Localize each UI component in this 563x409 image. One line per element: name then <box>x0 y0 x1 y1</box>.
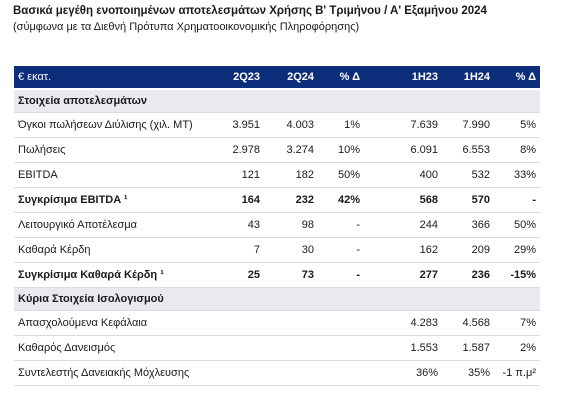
column-header: 2Q23 <box>212 66 264 90</box>
value-cell: 29% <box>494 237 540 263</box>
value-cell: 164 <box>212 187 264 213</box>
value-cell: - <box>318 262 364 288</box>
value-cell: 400 <box>364 162 442 188</box>
value-cell: - <box>318 212 364 238</box>
row-label: Καθαρά Κέρδη <box>14 237 212 263</box>
value-cell: 6.091 <box>364 137 442 163</box>
table-row: Όγκοι πωλήσεων Διύλισης (χιλ. ΜΤ) 3.951 4.… <box>14 112 540 138</box>
value-cell: - <box>494 187 540 213</box>
table-row: Συγκρίσιμα Καθαρά Κέρδη ¹ 25 73-277 236 -15% <box>14 262 540 288</box>
header-row: € εκατ. 2Q23 2Q24% Δ 1H23 1H24% Δ <box>14 66 540 90</box>
value-cell: -15% <box>494 262 540 288</box>
value-cell: 162 <box>364 237 442 263</box>
value-cell: 10% <box>318 137 364 163</box>
section-label: Στοιχεία αποτελεσμάτων <box>14 89 540 113</box>
empty-cell <box>264 310 318 336</box>
empty-cell <box>212 360 264 386</box>
value-cell: 50% <box>494 212 540 238</box>
value-cell: 7.990 <box>442 112 494 138</box>
value-cell: 366 <box>442 212 494 238</box>
value-cell: - <box>318 237 364 263</box>
value-cell: 6.553 <box>442 137 494 163</box>
row-label: Απασχολούμενα Κεφάλαια <box>14 310 212 336</box>
row-label: Συντελεστής Δανειακής Μόχλευσης <box>14 360 212 386</box>
section-label: Κύρια Στοιχεία Ισολογισμού <box>14 287 540 311</box>
row-label: Καθαρός Δανεισμός <box>14 335 212 361</box>
table-row: EBITDA 121 182 50% 400 532 33% <box>14 162 540 188</box>
value-cell: 36% <box>364 360 442 386</box>
value-cell: 25 <box>212 262 264 288</box>
row-label: Συγκρίσιμα Καθαρά Κέρδη ¹ <box>14 262 212 288</box>
table-row: Συντελεστής Δανειακής Μόχλευσης 36% 35% -1 … <box>14 360 540 386</box>
table-row: Καθαρά Κέρδη 7 30-162 209 29% <box>14 237 540 263</box>
empty-cell <box>318 360 364 386</box>
table-row: Πωλήσεις 2.978 3.274 10% 6.091 6.553 8% <box>14 137 540 163</box>
value-cell: 73 <box>264 262 318 288</box>
value-cell: 4.568 <box>442 310 494 336</box>
value-cell: 209 <box>442 237 494 263</box>
value-cell: 30 <box>264 237 318 263</box>
value-cell: 33% <box>494 162 540 188</box>
value-cell: 3.951 <box>212 112 264 138</box>
value-cell: 1% <box>318 112 364 138</box>
value-cell: 4.003 <box>264 112 318 138</box>
value-cell: 182 <box>264 162 318 188</box>
value-cell: 50% <box>318 162 364 188</box>
value-cell: 2% <box>494 335 540 361</box>
value-cell: 232 <box>264 187 318 213</box>
row-label: Όγκοι πωλήσεων Διύλισης (χιλ. ΜΤ) <box>14 112 212 138</box>
value-cell: 98 <box>264 212 318 238</box>
value-cell: 42% <box>318 187 364 213</box>
column-header: 1H24 <box>442 66 494 90</box>
row-label: Λειτουργικό Αποτέλεσμα <box>14 212 212 238</box>
value-cell: 121 <box>212 162 264 188</box>
title: Βασικά μεγέθη ενοποιημένων αποτελεσμάτων… <box>13 5 487 17</box>
empty-cell <box>264 360 318 386</box>
value-cell: 4.283 <box>364 310 442 336</box>
section-row: Κύρια Στοιχεία Ισολογισμού <box>14 287 540 311</box>
value-cell: 570 <box>442 187 494 213</box>
value-cell: 277 <box>364 262 442 288</box>
table-row: Απασχολούμενα Κεφάλαια 4.283 4.568 7% <box>14 310 540 336</box>
column-header: 2Q24 <box>264 66 318 90</box>
column-header: % Δ <box>494 66 540 90</box>
column-header: % Δ <box>318 66 364 90</box>
value-cell: 2.978 <box>212 137 264 163</box>
value-cell: 43 <box>212 212 264 238</box>
value-cell: 236 <box>442 262 494 288</box>
column-header: 1H23 <box>364 66 442 90</box>
value-cell: 1.587 <box>442 335 494 361</box>
value-cell: 3.274 <box>264 137 318 163</box>
table-row: Καθαρός Δανεισμός 1.553 1.587 2% <box>14 335 540 361</box>
value-cell: 1.553 <box>364 335 442 361</box>
row-label: Συγκρίσιμα EBITDA ¹ <box>14 187 212 213</box>
empty-cell <box>212 335 264 361</box>
table-row: Συγκρίσιμα EBITDA ¹ 164 232 42% 568 570- <box>14 187 540 213</box>
results-table: € εκατ. 2Q23 2Q24% Δ 1H23 1H24% Δ Στοιχεία α… <box>14 66 540 386</box>
value-cell: 7.639 <box>364 112 442 138</box>
column-header: € εκατ. <box>14 66 212 90</box>
table-row: Λειτουργικό Αποτέλεσμα 43 98-244 366 50% <box>14 212 540 238</box>
subtitle: (σύμφωνα με τα Διεθνή Πρότυπα Χρηματοοικ… <box>13 21 360 33</box>
value-cell: -1 π.μ² <box>494 360 540 386</box>
empty-cell <box>264 335 318 361</box>
empty-cell <box>212 310 264 336</box>
value-cell: 5% <box>494 112 540 138</box>
value-cell: 7% <box>494 310 540 336</box>
section-row: Στοιχεία αποτελεσμάτων <box>14 89 540 113</box>
empty-cell <box>318 335 364 361</box>
value-cell: 8% <box>494 137 540 163</box>
value-cell: 7 <box>212 237 264 263</box>
value-cell: 35% <box>442 360 494 386</box>
row-label: Πωλήσεις <box>14 137 212 163</box>
row-label: EBITDA <box>14 162 212 188</box>
value-cell: 568 <box>364 187 442 213</box>
empty-cell <box>318 310 364 336</box>
value-cell: 244 <box>364 212 442 238</box>
value-cell: 532 <box>442 162 494 188</box>
